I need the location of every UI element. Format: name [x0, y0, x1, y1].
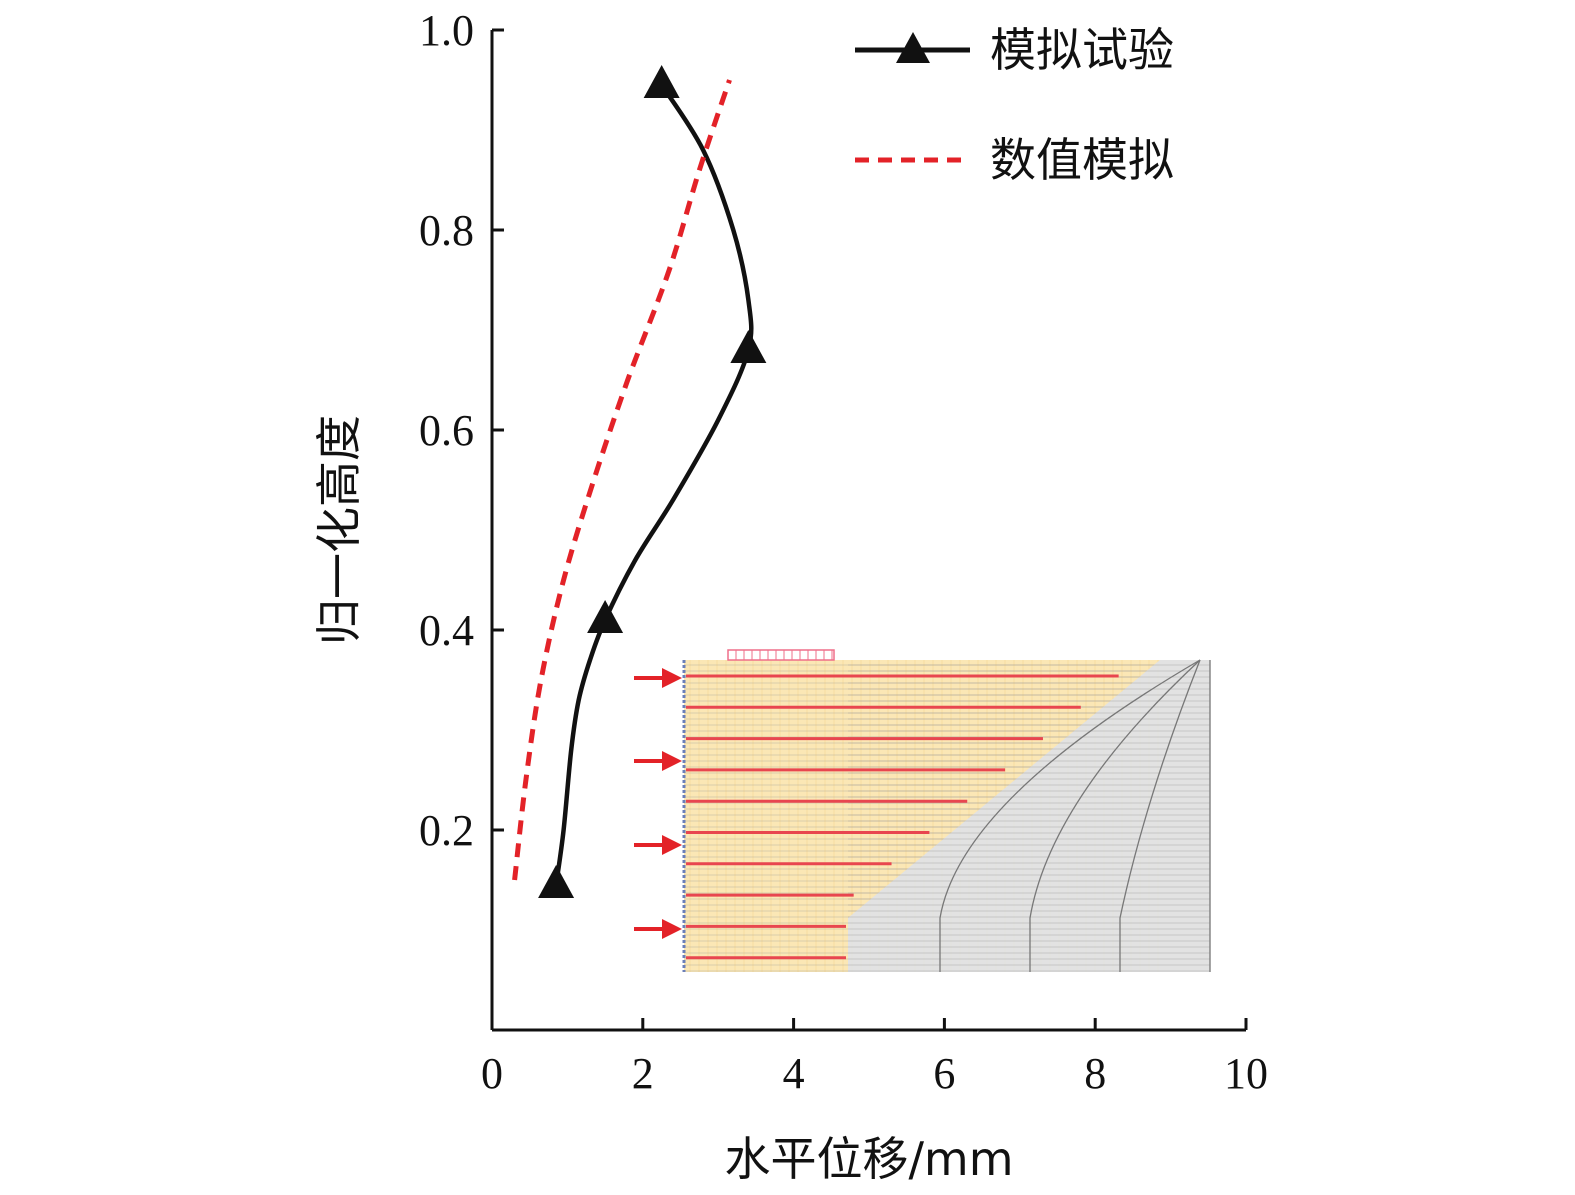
legend-label-numerical: 数值模拟 — [990, 133, 1174, 187]
y-ticks: 0.2 0.4 0.6 0.8 1.0 — [419, 6, 504, 855]
y-tick-label-0.4: 0.4 — [419, 606, 474, 655]
inset-arrow-4 — [634, 919, 682, 939]
x-ticks: 0 2 4 6 8 10 — [481, 1018, 1268, 1098]
y-tick-label-1: 1.0 — [419, 6, 474, 55]
x-tick-label-2: 2 — [632, 1049, 654, 1098]
data-point-experiment-4 — [643, 65, 680, 98]
series-line-numerical — [512, 79, 732, 881]
x-axis-title: 水平位移/mm — [724, 1132, 1013, 1186]
y-axis-title: 归一化高度 — [312, 415, 366, 645]
y-tick-label-0.6: 0.6 — [419, 406, 474, 455]
series-layer — [512, 65, 767, 898]
data-point-experiment-2 — [587, 600, 624, 633]
inset-model-illustration — [634, 649, 1211, 972]
inset-arrow-2 — [634, 751, 682, 771]
x-tick-label-0: 0 — [481, 1049, 503, 1098]
x-tick-label-8: 8 — [1084, 1049, 1106, 1098]
legend-marker-experiment — [896, 32, 930, 63]
y-tick-label-0.8: 0.8 — [419, 206, 474, 255]
legend-label-experiment: 模拟试验 — [990, 23, 1174, 77]
x-tick-label-6: 6 — [933, 1049, 955, 1098]
inset-arrow-3 — [634, 835, 682, 855]
y-tick-label-0.2: 0.2 — [419, 806, 474, 855]
x-tick-label-4: 4 — [783, 1049, 805, 1098]
data-point-experiment-1 — [538, 865, 575, 898]
axes: 0 2 4 6 8 10 0.2 0.4 0.6 0.8 1.0 — [419, 6, 1268, 1098]
series-line-experiment — [553, 83, 754, 886]
inset-arrow-1 — [634, 668, 682, 688]
inset-load-plate — [727, 649, 835, 661]
legend: 模拟试验 数值模拟 — [855, 23, 1174, 187]
data-point-experiment-3 — [730, 330, 767, 363]
x-tick-label-10: 10 — [1224, 1049, 1268, 1098]
